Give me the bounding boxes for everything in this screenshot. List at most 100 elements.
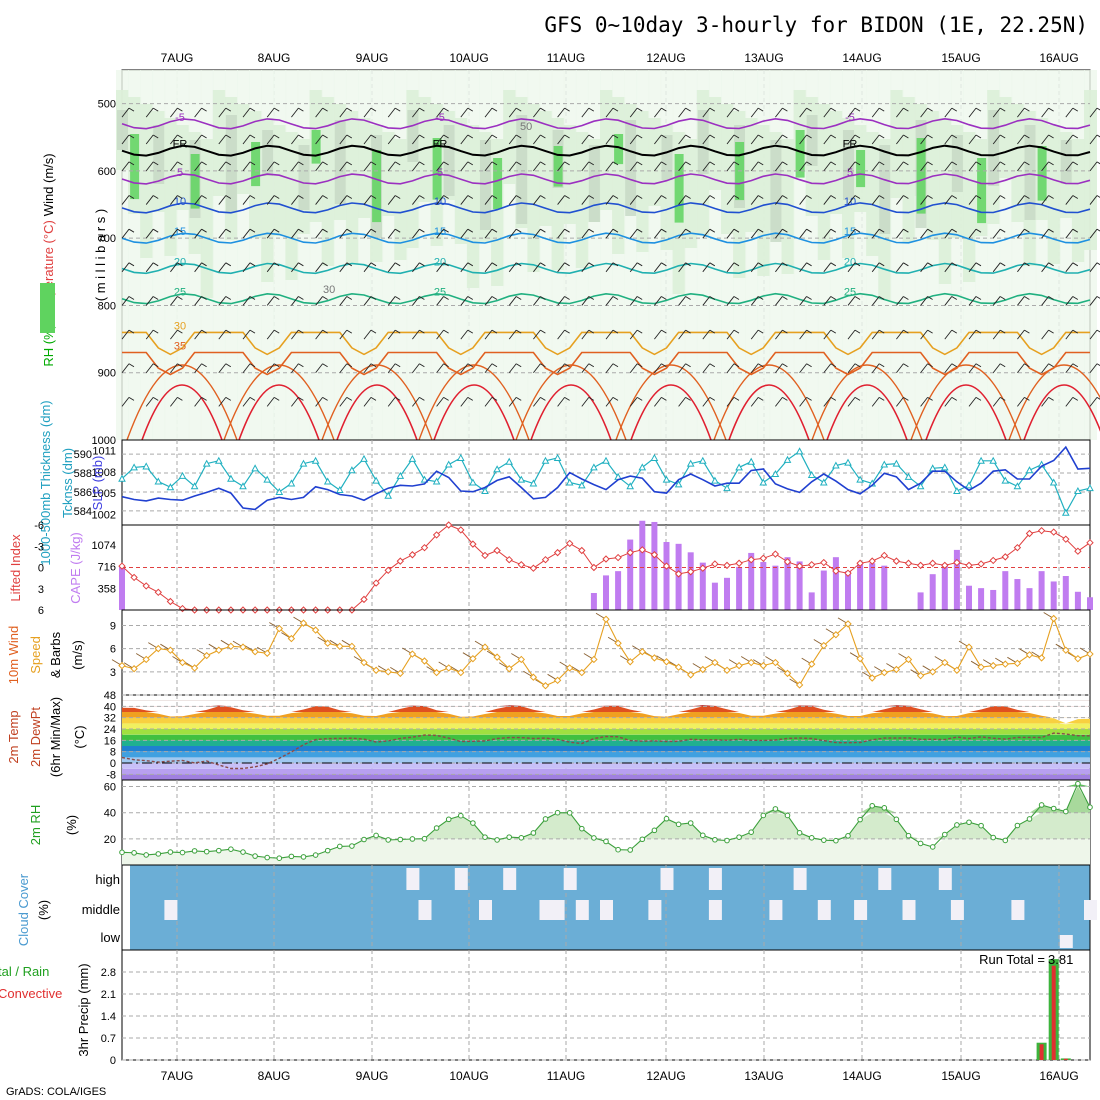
wind-barb (1041, 195, 1049, 205)
wind-barb (871, 161, 880, 172)
wind-barb (951, 161, 958, 166)
wind-barb (201, 107, 207, 112)
li-marker (771, 550, 780, 558)
temp-band (122, 774, 1090, 780)
rh-marker (724, 837, 730, 844)
rh-marker (530, 830, 537, 836)
wind-barb (249, 134, 256, 139)
rh-marker (1087, 804, 1093, 811)
wind-barb (806, 396, 812, 401)
wind-barb (370, 329, 377, 334)
wind-barb (322, 396, 328, 401)
wind-barb (1024, 262, 1030, 267)
rh-shade (781, 139, 795, 274)
wind-barb (1017, 107, 1025, 118)
wind-barb (709, 228, 716, 233)
wind-barb (629, 296, 638, 306)
wind-barb (145, 329, 154, 340)
wind-barb (419, 396, 425, 401)
wind-barb (419, 161, 425, 166)
wind-barb (702, 107, 711, 118)
temp-ylabel-4: (°C) (72, 725, 87, 748)
wind-barb (823, 228, 832, 239)
wind-barb (291, 363, 299, 374)
temperature-contour-label: 5 (437, 167, 443, 179)
pressure-tick: 1000 (92, 435, 116, 447)
thickness-marker (1086, 484, 1094, 492)
wind-barb (170, 134, 178, 145)
slp-line (121, 445, 1091, 511)
wind-barb (491, 396, 498, 401)
wind-barb (702, 296, 711, 306)
wind-barb (1041, 262, 1049, 273)
wind-barb (201, 134, 207, 139)
rh-marker (1014, 822, 1021, 829)
thickness-marker (275, 487, 284, 495)
slp-tick: 1008 (92, 467, 116, 479)
li-marker (759, 554, 768, 562)
thickness-marker (178, 471, 187, 479)
wind-barb (291, 161, 299, 172)
wind-barb (709, 107, 716, 112)
wind-barb (1041, 397, 1049, 407)
wind-marker (396, 669, 405, 678)
wind-barb (588, 228, 595, 233)
wind-barb (540, 195, 546, 199)
rh-marker (385, 837, 392, 843)
thickness-marker (1049, 478, 1058, 486)
rh-marker (349, 843, 355, 849)
cape-bar (857, 564, 864, 610)
wind-barb (242, 195, 251, 205)
wind-barb (436, 228, 444, 239)
rh-marker (845, 833, 851, 839)
wind-barb (702, 329, 711, 340)
wind-barb (484, 134, 493, 145)
rh-marker (808, 835, 815, 841)
wind-barb (799, 107, 807, 118)
wind-barb (443, 134, 449, 139)
cloud-cell-high (938, 868, 952, 890)
thickness-marker (372, 476, 380, 484)
li-marker (965, 561, 973, 570)
li-marker (844, 569, 852, 577)
rh-shade (795, 130, 805, 178)
wind-barb (515, 329, 522, 334)
thickness-marker (541, 456, 550, 464)
wind-barb (225, 134, 232, 139)
wind-barb (291, 107, 299, 118)
rh-shade (372, 150, 382, 223)
wind-marker (323, 639, 332, 647)
wind-marker (989, 661, 997, 670)
wind-ylabel-4: (m/s) (70, 640, 85, 670)
temperature-contour-label: 10 (434, 196, 446, 208)
wind-barb (194, 363, 202, 374)
wind-barb (170, 397, 178, 407)
wind-barb (298, 396, 304, 401)
thickness-marker (444, 460, 453, 468)
wind-barb (629, 195, 638, 205)
li-marker (130, 573, 138, 582)
thickness-marker (807, 470, 816, 478)
wind-barb (750, 329, 759, 340)
li-marker (372, 579, 380, 587)
wind-barb (581, 228, 590, 239)
thickness-marker (118, 474, 126, 482)
date-label-top: 16AUG (1039, 51, 1078, 65)
wind-barb (242, 363, 251, 374)
rh-marker (203, 848, 210, 855)
temp-tick: 32 (104, 713, 116, 725)
wind-barb (145, 363, 154, 374)
wind-barb (443, 107, 449, 112)
cape-bar (711, 582, 718, 610)
wind-barb (636, 329, 643, 334)
wind-barb (460, 397, 469, 407)
wind-barb (678, 262, 686, 273)
precip-convective-bar (1063, 1058, 1068, 1060)
wind-barb (1048, 296, 1054, 300)
wind-barb (152, 134, 159, 139)
wind-barb (363, 262, 372, 273)
wind-barb (830, 262, 837, 267)
cloud-cell-middle (817, 900, 831, 920)
wind-barb (799, 329, 807, 340)
wind-barb (685, 363, 691, 368)
